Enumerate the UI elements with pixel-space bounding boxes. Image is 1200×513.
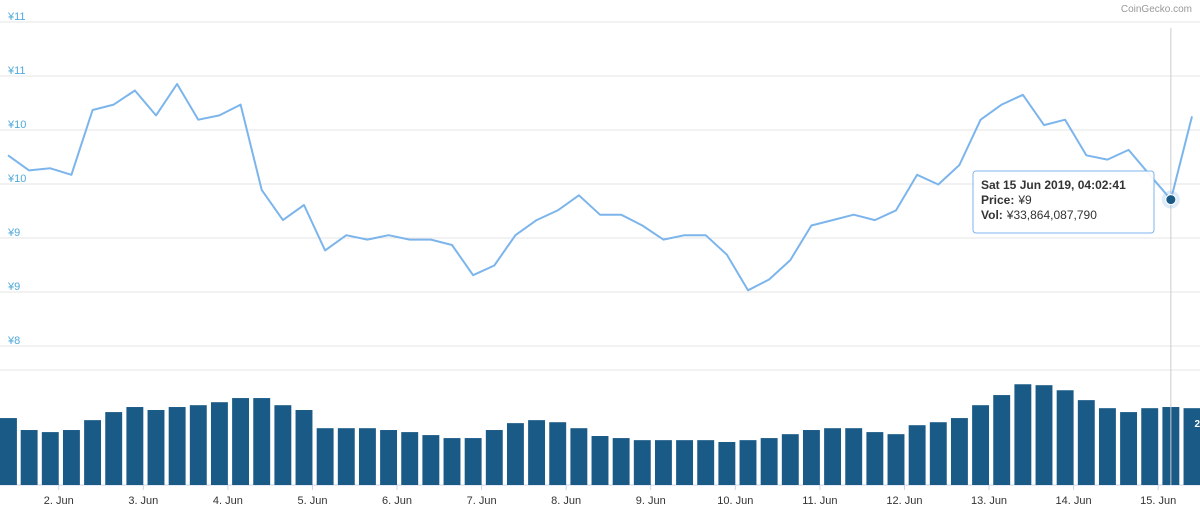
hover-point [1165, 194, 1177, 206]
x-tick-label: 8. Jun [551, 495, 581, 507]
x-tick-label: 12. Jun [886, 495, 922, 507]
y-tick-label: ¥11 [7, 11, 26, 23]
volume-bar [147, 410, 165, 485]
volume-bar [274, 405, 292, 485]
volume-bar [993, 395, 1011, 485]
volume-bar [1056, 390, 1074, 485]
volume-bar [1141, 408, 1159, 485]
x-tick-label: 7. Jun [467, 495, 497, 507]
volume-bar [612, 438, 630, 485]
volume-bar [697, 440, 715, 485]
y-tick-label: ¥9 [7, 227, 20, 239]
volume-bar [337, 428, 355, 485]
volume-bar [20, 430, 38, 485]
volume-bar [528, 420, 546, 485]
volume-bar [443, 438, 461, 485]
tooltip-row: Price: ¥9 [981, 193, 1032, 207]
volume-bar [358, 428, 376, 485]
volume-bar [316, 428, 334, 485]
volume-bar [464, 438, 482, 485]
volume-bar [1077, 400, 1095, 485]
volume-bar [295, 410, 313, 485]
tooltip-value: ¥33,864,087,790 [1006, 208, 1097, 222]
volume-bar [401, 432, 419, 485]
x-tick-label: 3. Jun [128, 495, 158, 507]
volume-bar [845, 428, 863, 485]
volume-bar [760, 438, 778, 485]
volume-bar [1183, 408, 1200, 485]
volume-bar [380, 430, 398, 485]
y-tick-label: ¥8 [7, 335, 20, 347]
volume-bar [908, 425, 926, 485]
volume-bar [739, 440, 757, 485]
volume-bar [570, 428, 588, 485]
volume-bar [866, 432, 884, 485]
x-tick-label: 11. Jun [802, 495, 837, 507]
x-tick-label: 2. Jun [44, 495, 74, 507]
volume-bar [781, 434, 799, 485]
volume-bar [972, 405, 990, 485]
volume-bar [654, 440, 672, 485]
x-tick-label: 6. Jun [382, 495, 412, 507]
x-tick-label: 10. Jun [717, 495, 753, 507]
volume-bar [1120, 412, 1138, 485]
volume-bar [802, 430, 820, 485]
volume-bar [549, 422, 567, 485]
volume-bar [62, 430, 80, 485]
volume-bar [189, 405, 207, 485]
volume-bar [929, 422, 947, 485]
volume-bar [824, 428, 842, 485]
volume-bar [1035, 385, 1053, 485]
volume-bar [210, 402, 228, 485]
volume-bar [676, 440, 694, 485]
x-tick-label: 9. Jun [636, 495, 666, 507]
volume-bar [506, 423, 524, 485]
volume-bar [1014, 384, 1032, 485]
volume-bar [1098, 408, 1116, 485]
volume-bar [887, 434, 905, 485]
volume-bar [126, 407, 144, 485]
volume-bar [950, 418, 968, 485]
x-tick-label: 14. Jun [1056, 495, 1092, 507]
volume-bar [84, 420, 102, 485]
volume-bar [253, 398, 271, 485]
x-tick-label: 13. Jun [971, 495, 1007, 507]
y-tick-label: ¥10 [7, 119, 26, 131]
tooltip-label: Price: [981, 193, 1014, 207]
volume-bar [422, 435, 440, 485]
volume-bar [105, 412, 123, 485]
volume-bar [485, 430, 503, 485]
tooltip-value: ¥9 [1017, 193, 1032, 207]
volume-axis-fragment: 2 [1194, 419, 1200, 430]
x-tick-label: 5. Jun [297, 495, 327, 507]
volume-bar [633, 440, 651, 485]
tooltip-box [972, 170, 1155, 234]
x-tick-label: 15. Jun [1140, 495, 1176, 507]
y-tick-label: ¥11 [7, 65, 26, 77]
y-tick-label: ¥9 [7, 281, 20, 293]
volume-bar [168, 407, 186, 485]
tooltip-label: Vol: [981, 208, 1003, 222]
tooltip-row: Vol: ¥33,864,087,790 [981, 208, 1097, 222]
volume-bar [718, 441, 736, 485]
tooltip-title: Sat 15 Jun 2019, 04:02:41 [981, 178, 1126, 192]
x-tick-label: 4. Jun [213, 495, 243, 507]
price-line [7, 83, 1193, 292]
credit: CoinGecko.com [1121, 4, 1192, 15]
volume-bar [41, 432, 59, 485]
volume-bar [0, 418, 17, 485]
volume-bar [591, 436, 609, 485]
y-tick-label: ¥10 [7, 173, 26, 185]
volume-bar [232, 398, 250, 485]
